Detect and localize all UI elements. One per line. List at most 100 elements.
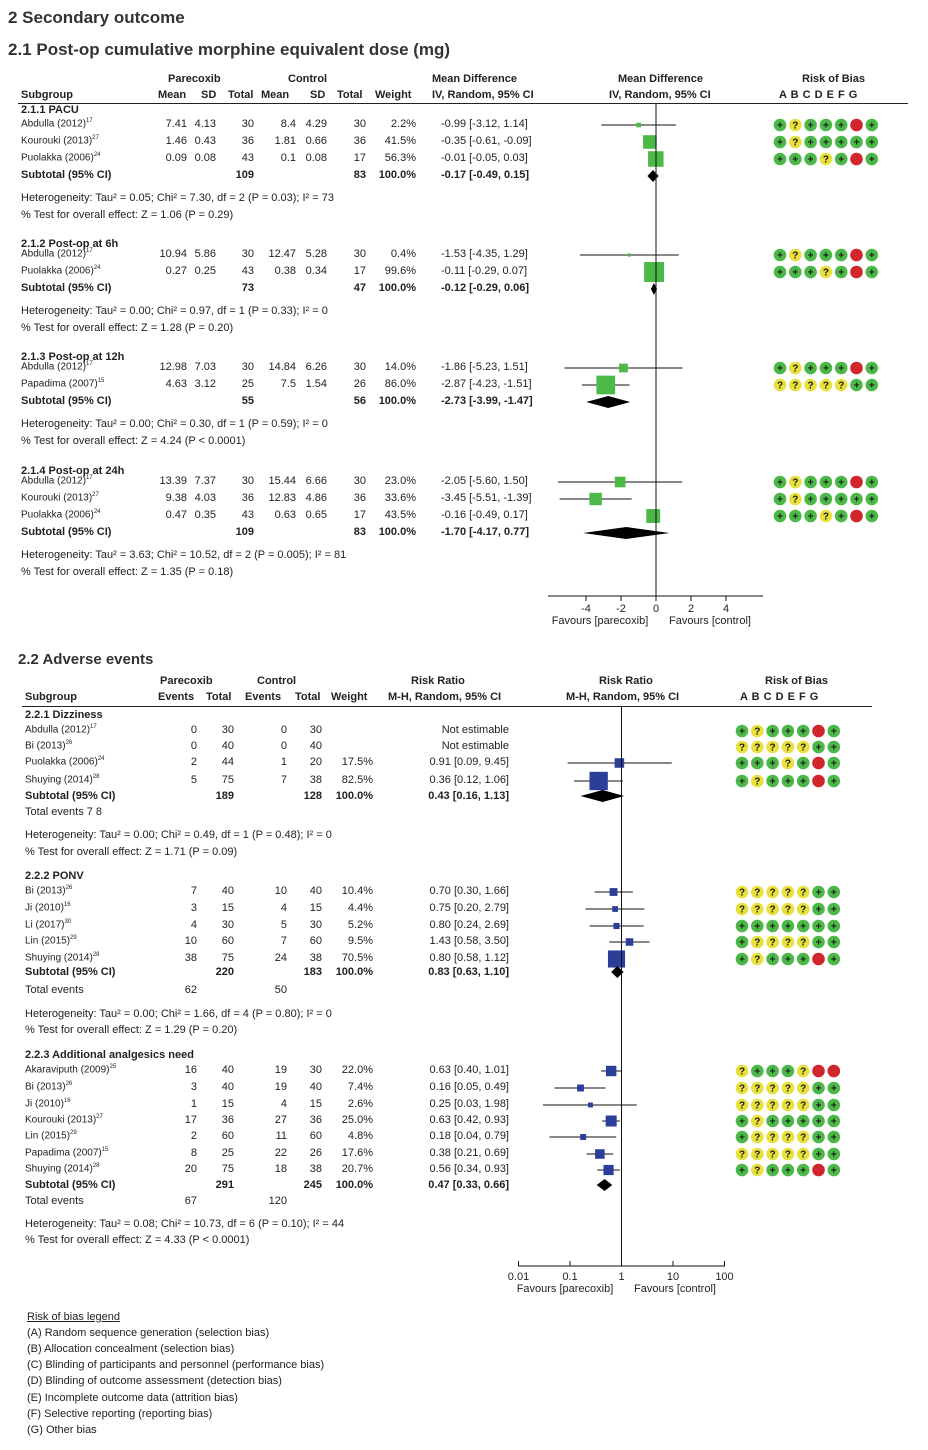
effect-ci: -0.01 [-0.05, 0.03]	[441, 152, 528, 164]
weight: 0.4%	[390, 248, 416, 260]
mean-control: 15.44	[268, 475, 296, 487]
rob-dot	[812, 1081, 825, 1095]
rob-symbol: +	[777, 138, 783, 149]
rob-symbol: +	[854, 381, 860, 392]
rob-symbol: +	[777, 155, 783, 166]
rob-symbol: ?	[785, 888, 791, 899]
rob-dot	[773, 248, 787, 262]
rob-dot	[751, 1064, 764, 1078]
effect-ci: 0.63 [0.42, 0.93]	[429, 1114, 509, 1126]
morphine-heading: 2.1 Post-op cumulative morphine equivale…	[8, 40, 451, 59]
subtotal-weight: 100.0%	[335, 1179, 373, 1191]
rob-dot	[804, 265, 817, 279]
rob-symbol: +	[831, 938, 837, 949]
rob-dot	[812, 935, 825, 949]
study-marker	[646, 509, 661, 523]
subtotal-parecoxib: 291	[215, 1179, 234, 1191]
heterogeneity: Heterogeneity: Tau² = 0.00; Chi² = 1.66,…	[25, 1008, 332, 1020]
rob-symbol: ?	[823, 268, 829, 279]
rob-dot	[819, 248, 833, 262]
rob-symbol: +	[838, 155, 844, 166]
total-control: 17	[353, 265, 366, 277]
rob-symbol: +	[770, 955, 776, 966]
mean-parecoxib: 4.63	[165, 378, 187, 390]
rob-dot	[789, 118, 802, 132]
rob-symbol: +	[785, 955, 791, 966]
overall-effect-test: % Test for overall effect: Z = 1.29 (P =…	[25, 1024, 238, 1036]
rob-dot	[812, 756, 825, 770]
total-control: 36	[353, 492, 366, 504]
rob-symbol: +	[823, 251, 829, 262]
m-header-mean2: Mean	[261, 89, 290, 101]
rob-dot	[773, 135, 787, 149]
total-control: 30	[353, 118, 366, 130]
subtotal-parecoxib: 220	[215, 966, 234, 978]
study-name: Puolakka (2006)24	[21, 265, 101, 277]
events-parecoxib: 4	[190, 919, 197, 931]
reference-superscript: 17	[86, 118, 93, 124]
subtotal-parecoxib: 55	[241, 395, 254, 407]
mean-parecoxib: 0.09	[165, 152, 187, 164]
rob-dot	[812, 1098, 825, 1112]
events-control: 0	[280, 724, 287, 736]
events-control: 19	[274, 1064, 287, 1076]
sd-control: 0.66	[305, 135, 327, 147]
study-marker	[614, 476, 626, 488]
heterogeneity: Heterogeneity: Tau² = 0.00; Chi² = 0.97,…	[21, 305, 328, 317]
rob-dot	[773, 492, 787, 506]
total-events-label: Total events	[25, 1195, 84, 1207]
study-name: Kourouki (2013)27	[25, 1114, 103, 1126]
rob-dot	[781, 740, 795, 754]
rob-dot	[819, 378, 833, 392]
rob-symbol: +	[785, 1067, 791, 1078]
effect-ci: -1.53 [-4.35, 1.29]	[441, 248, 528, 260]
rob-dot	[819, 492, 833, 506]
rob-symbol: +	[838, 138, 844, 149]
mean-parecoxib: 10.94	[159, 248, 187, 260]
rob-dot	[773, 475, 787, 489]
rob-symbol: +	[831, 1117, 837, 1128]
rob-symbol: +	[777, 251, 783, 262]
study-marker	[612, 906, 618, 912]
study-marker	[619, 363, 628, 373]
study-name: Ji (2010)16	[25, 902, 71, 914]
rob-dot	[781, 1081, 795, 1095]
rob-dot	[735, 1114, 749, 1128]
rob-dot	[766, 1147, 779, 1161]
m-header-weight: Weight	[375, 89, 412, 101]
rob-dot	[781, 919, 795, 933]
rob-dot	[789, 492, 802, 506]
rob-symbol: +	[869, 268, 875, 279]
subtotal-label: Subtotal (95% CI)	[21, 395, 112, 407]
weight: 2.2%	[390, 118, 416, 130]
a-header-total1: Total	[206, 691, 232, 703]
rob-symbol: +	[816, 1133, 822, 1144]
events-parecoxib: 2	[190, 756, 197, 768]
weight: 7.4%	[347, 1081, 373, 1093]
rob-symbol: ?	[739, 743, 745, 754]
effect-ci: Not estimable	[441, 740, 509, 752]
rob-symbol: ?	[792, 478, 798, 489]
reference-superscript: 28	[92, 1163, 100, 1169]
total-parecoxib: 30	[241, 248, 254, 260]
events-parecoxib: 3	[190, 902, 197, 914]
reference-superscript: 24	[93, 265, 101, 271]
total-parecoxib: 36	[241, 135, 254, 147]
rob-dot	[735, 740, 749, 754]
events-parecoxib: 17	[184, 1114, 197, 1126]
overall-effect-test: % Test for overall effect: Z = 4.24 (P <…	[21, 435, 246, 447]
subtotal-parecoxib: 73	[241, 282, 254, 294]
sd-parecoxib: 0.35	[194, 509, 216, 521]
rob-dot	[789, 152, 802, 166]
rob-dot	[781, 935, 795, 949]
sd-parecoxib: 0.25	[194, 265, 216, 277]
rob-dot	[827, 1114, 841, 1128]
rob-dot	[751, 1130, 764, 1144]
legend-item-a: (A) Random sequence generation (selectio…	[27, 1327, 270, 1339]
rob-symbol: +	[792, 268, 798, 279]
rob-symbol: +	[831, 888, 837, 899]
events-parecoxib: 0	[190, 740, 197, 752]
rob-symbol: +	[838, 495, 844, 506]
rob-symbol: +	[739, 777, 745, 788]
subtotal-weight: 100.0%	[335, 966, 373, 978]
